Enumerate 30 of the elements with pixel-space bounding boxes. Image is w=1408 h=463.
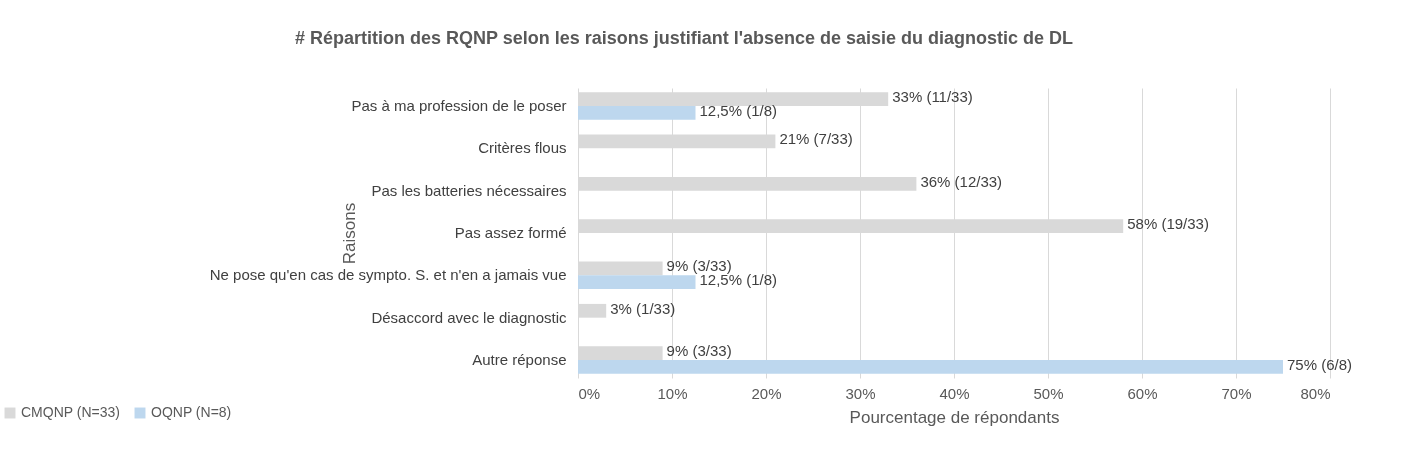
y-tick-label: Pas assez formé [454, 224, 567, 241]
x-tick-label: 50% [1033, 384, 1064, 402]
y-tick-label: Pas à ma profession de le poser [351, 96, 567, 114]
y-tick-label: Autre réponse [472, 351, 567, 369]
legend-label: CMQNP (N=33) [21, 404, 120, 420]
x-axis-title: Pourcentage de répondants [849, 407, 1060, 427]
x-tick-label: 70% [1221, 384, 1252, 402]
x-tick-label: 40% [939, 384, 970, 402]
y-tick-label: Pas les batteries nécessaires [371, 181, 567, 199]
data-label: 36% (12/33) [920, 172, 1003, 190]
data-label: 75% (6/8) [1287, 355, 1353, 373]
data-label: 9% (3/33) [666, 342, 732, 360]
data-label: 12,5% (1/8) [699, 101, 778, 119]
y-axis-title: Raisons [339, 202, 359, 265]
x-tick-label: 30% [845, 384, 876, 402]
y-tick-label: Ne pose qu'en cas de sympto. S. et n'en a jamais vue [209, 266, 567, 284]
x-tick-label: 80% [1300, 384, 1331, 402]
y-tick-label: Critères flous [478, 139, 567, 157]
data-label: 58% (19/33) [1127, 215, 1209, 233]
chart-title: # Répartition des RQNP selon les raisons justifiant l'absence de saisie du diagnostic de DL [294, 28, 1074, 48]
x-tick-label: 20% [751, 384, 782, 402]
y-tick-label: Désaccord avec le diagnostic [371, 308, 567, 326]
data-label: 21% (7/33) [779, 130, 853, 148]
x-tick-label: 60% [1127, 384, 1158, 402]
data-label: 3% (1/33) [610, 299, 676, 317]
data-label: 9% (3/33) [666, 257, 732, 275]
x-tick-label: 10% [657, 384, 688, 402]
x-tick-label: 0% [578, 384, 601, 402]
legend-label: OQNP (N=8) [151, 404, 232, 420]
data-label: 33% (11/33) [892, 88, 973, 106]
